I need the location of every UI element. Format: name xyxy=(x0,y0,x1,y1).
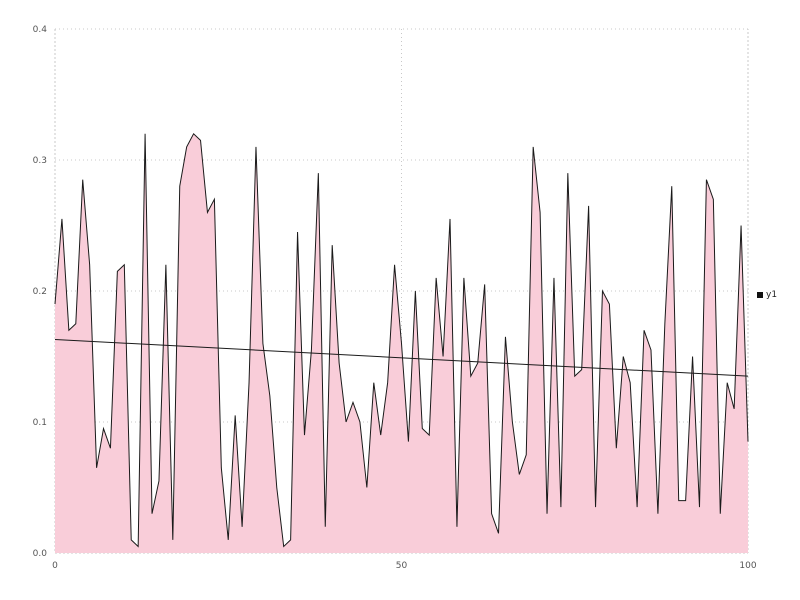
svg-text:0.3: 0.3 xyxy=(33,156,47,166)
svg-text:0.0: 0.0 xyxy=(33,549,48,559)
legend-label-y1: y1 xyxy=(766,290,778,300)
svg-text:50: 50 xyxy=(396,561,408,571)
legend: y1 xyxy=(757,290,777,300)
svg-text:0.4: 0.4 xyxy=(33,25,48,35)
svg-text:100: 100 xyxy=(739,561,756,571)
svg-text:0: 0 xyxy=(52,561,58,571)
svg-text:0.2: 0.2 xyxy=(33,287,47,297)
legend-swatch-y1 xyxy=(757,292,763,298)
svg-text:0.1: 0.1 xyxy=(33,418,47,428)
